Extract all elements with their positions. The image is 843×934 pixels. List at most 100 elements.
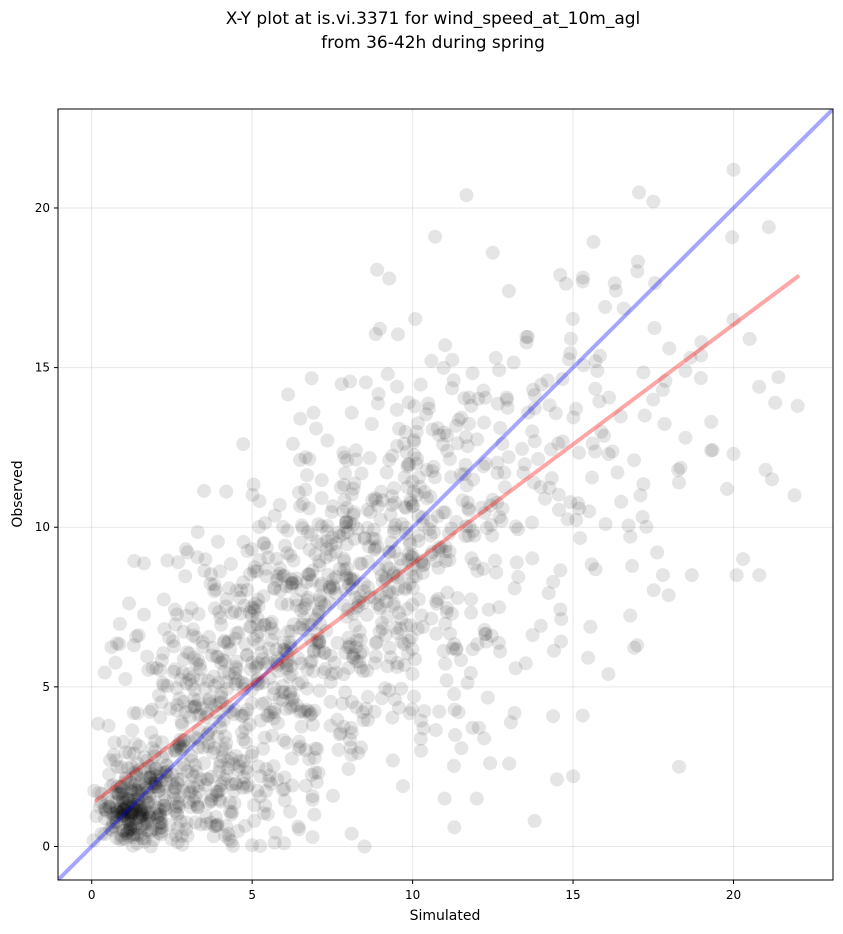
- data-point: [257, 730, 272, 745]
- data-point: [331, 742, 346, 757]
- data-point: [176, 624, 191, 639]
- data-point: [294, 518, 309, 533]
- data-point: [341, 630, 356, 645]
- data-point: [207, 577, 222, 592]
- data-point: [402, 576, 417, 591]
- data-point: [356, 713, 371, 727]
- data-point: [173, 772, 188, 787]
- data-point: [154, 824, 169, 839]
- data-point: [326, 572, 341, 587]
- data-point: [414, 553, 429, 568]
- data-point: [120, 823, 135, 838]
- data-point: [209, 819, 224, 834]
- data-point: [249, 564, 264, 579]
- data-point: [216, 749, 230, 764]
- data-point: [212, 695, 227, 710]
- data-point: [437, 791, 452, 806]
- data-point: [430, 509, 445, 524]
- x-axis-ticks: 0 5 10 15 20: [88, 880, 741, 902]
- data-point: [116, 802, 131, 817]
- data-point: [332, 562, 347, 577]
- data-point: [323, 548, 338, 563]
- data-point: [292, 621, 307, 635]
- data-point: [336, 719, 351, 734]
- data-point: [203, 722, 218, 737]
- data-point: [225, 805, 240, 820]
- data-point: [406, 435, 421, 449]
- data-point: [200, 772, 214, 787]
- data-point: [333, 480, 348, 495]
- data-point: [103, 821, 118, 836]
- data-point: [142, 808, 157, 823]
- data-point: [118, 672, 133, 686]
- data-point: [330, 712, 345, 727]
- data-point: [204, 792, 219, 807]
- data-point: [314, 473, 329, 488]
- data-point: [424, 514, 439, 529]
- data-point: [139, 753, 154, 768]
- data-point: [408, 652, 423, 667]
- data-point: [121, 810, 136, 825]
- data-point: [385, 448, 400, 463]
- data-point: [602, 390, 616, 405]
- data-point: [312, 593, 327, 608]
- data-point: [216, 713, 231, 728]
- data-point: [258, 516, 272, 531]
- data-point: [571, 496, 586, 511]
- data-point: [219, 484, 234, 499]
- data-point: [152, 770, 167, 784]
- data-point: [508, 661, 523, 676]
- data-point: [311, 602, 326, 617]
- data-point: [407, 432, 422, 447]
- data-point: [386, 568, 401, 583]
- data-point: [572, 501, 587, 516]
- data-point: [240, 544, 255, 558]
- data-point: [277, 643, 292, 657]
- data-point: [508, 519, 523, 534]
- data-point: [382, 544, 396, 559]
- data-point: [352, 556, 367, 571]
- data-point: [340, 525, 355, 540]
- data-point: [387, 544, 402, 559]
- data-point: [266, 711, 281, 726]
- data-point: [507, 581, 522, 596]
- data-point: [291, 651, 306, 666]
- data-point: [143, 769, 158, 784]
- data-point: [210, 729, 225, 744]
- data-point: [423, 528, 438, 543]
- data-point: [447, 637, 462, 652]
- data-point: [159, 764, 174, 779]
- data-point: [182, 795, 196, 810]
- data-point: [313, 578, 328, 593]
- data-point: [373, 598, 388, 613]
- data-point: [464, 592, 478, 607]
- data-point: [111, 787, 126, 802]
- data-point: [379, 586, 394, 601]
- data-point: [270, 656, 285, 671]
- data-point: [427, 470, 442, 485]
- data-point: [449, 418, 464, 433]
- data-point: [112, 637, 127, 652]
- data-point: [256, 741, 271, 756]
- data-point: [575, 270, 590, 285]
- data-point: [423, 489, 438, 504]
- data-point: [370, 539, 384, 554]
- data-point: [270, 772, 285, 787]
- data-point: [318, 598, 332, 613]
- data-point: [244, 600, 259, 615]
- data-point: [236, 754, 251, 768]
- data-point: [142, 789, 157, 804]
- data-point: [438, 539, 453, 554]
- data-point: [173, 760, 188, 775]
- data-point: [623, 529, 638, 544]
- data-point: [396, 779, 410, 794]
- data-point: [113, 832, 128, 847]
- data-point: [169, 681, 184, 696]
- data-point: [380, 367, 395, 382]
- data-point: [223, 557, 238, 572]
- data-point: [336, 551, 351, 566]
- data-point: [694, 348, 709, 363]
- data-point: [145, 741, 160, 756]
- data-point: [398, 582, 413, 597]
- data-point: [260, 807, 275, 822]
